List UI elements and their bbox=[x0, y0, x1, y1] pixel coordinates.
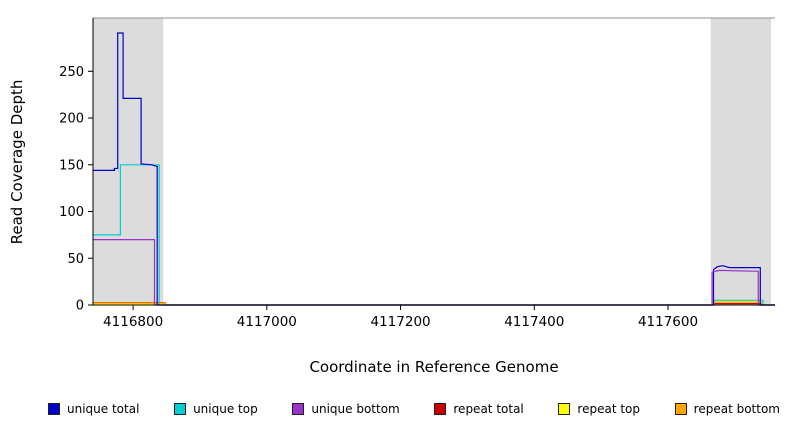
legend-swatch-unique-top bbox=[174, 403, 187, 415]
x-tick-label: 4117600 bbox=[638, 314, 698, 330]
shaded-region bbox=[710, 18, 771, 305]
legend-item-unique-total: unique total bbox=[48, 402, 139, 416]
legend-label-unique-top: unique top bbox=[193, 402, 258, 416]
y-tick-label: 0 bbox=[76, 299, 84, 314]
y-tick-label: 50 bbox=[67, 252, 84, 267]
series-line-unique-bottom bbox=[93, 239, 775, 306]
legend-swatch-repeat-top bbox=[558, 403, 571, 415]
legend-label-repeat-bottom: repeat bottom bbox=[693, 402, 780, 416]
legend-item-unique-bottom: unique bottom bbox=[292, 402, 400, 416]
plot-area: 0 50 100 150 200 250 4116800 4117000 4117200 4117… bbox=[59, 17, 775, 330]
x-tick-label: 4117400 bbox=[504, 314, 564, 330]
y-tick-label: 150 bbox=[59, 158, 84, 173]
y-tick-label: 200 bbox=[59, 112, 84, 127]
shaded-region bbox=[93, 18, 164, 305]
legend-swatch-unique-total bbox=[48, 403, 60, 415]
legend-label-repeat-top: repeat top bbox=[577, 402, 641, 416]
series-line-unique-top bbox=[93, 164, 775, 306]
x-tick-label: 4116800 bbox=[103, 314, 163, 330]
legend-item-repeat-bottom: repeat bottom bbox=[674, 402, 780, 416]
series-line-unique-total bbox=[93, 32, 775, 306]
legend-item-repeat-total: repeat total bbox=[434, 402, 524, 416]
legend-label-repeat-total: repeat total bbox=[453, 402, 524, 416]
legend-label-unique-total: unique total bbox=[67, 402, 140, 416]
legend-swatch-unique-bottom bbox=[292, 403, 305, 415]
x-tick-label: 4117200 bbox=[371, 314, 431, 330]
x-tick-label: 4117000 bbox=[237, 314, 297, 330]
legend-item-repeat-top: repeat top bbox=[558, 402, 640, 416]
y-tick-label: 100 bbox=[59, 205, 84, 220]
coverage-chart: 0 50 100 150 200 250 4116800 4117000 4117200 4117… bbox=[8, 17, 775, 376]
y-tick-label: 250 bbox=[59, 65, 84, 80]
legend: unique total unique top unique bottom re… bbox=[48, 398, 780, 420]
x-axis-label: Coordinate in Reference Genome bbox=[309, 358, 558, 376]
legend-swatch-repeat-bottom bbox=[674, 403, 687, 415]
y-axis-label: Read Coverage Depth bbox=[8, 80, 26, 245]
legend-label-unique-bottom: unique bottom bbox=[311, 402, 400, 416]
legend-item-unique-top: unique top bbox=[174, 402, 258, 416]
legend-swatch-repeat-total bbox=[434, 403, 447, 415]
